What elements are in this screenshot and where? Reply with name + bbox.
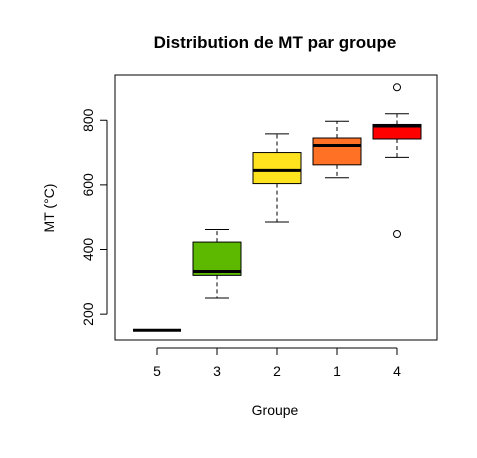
box	[312, 137, 362, 166]
x-axis: 5 3 2 1 4	[153, 347, 401, 379]
plot-frame	[114, 74, 438, 341]
x-tick-label: 3	[213, 363, 221, 379]
x-axis-label: Groupe	[252, 402, 299, 418]
y-axis: 200 400 600 800	[80, 108, 108, 326]
outlier-point	[393, 83, 401, 92]
box	[252, 152, 302, 185]
x-tick-label: 4	[393, 363, 401, 379]
x-tick-label: 1	[333, 363, 341, 379]
y-tick-label: 200	[80, 302, 96, 326]
box-group-1	[312, 120, 362, 179]
box-group-3	[192, 228, 242, 299]
y-axis-label: MT (°C)	[41, 184, 57, 233]
box-group-4	[372, 83, 422, 238]
box	[192, 241, 242, 276]
outlier-point	[393, 230, 401, 238]
y-tick-label: 400	[80, 238, 96, 262]
y-tick-label: 600	[80, 173, 96, 197]
y-tick-label: 800	[80, 108, 96, 132]
x-tick-label: 5	[153, 363, 161, 379]
box-group-2	[252, 133, 302, 223]
chart-marks	[133, 83, 422, 332]
x-tick-label: 2	[273, 363, 281, 379]
chart-title: Distribution de MT par groupe	[154, 33, 397, 52]
box	[372, 123, 422, 140]
